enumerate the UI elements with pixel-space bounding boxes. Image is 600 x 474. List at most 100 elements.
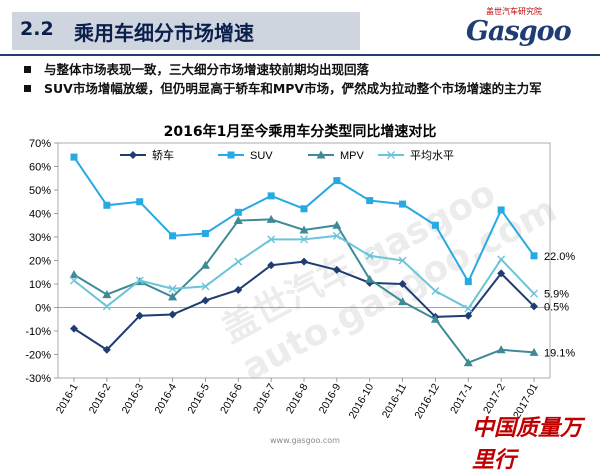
x-tick-label: 2016-1 <box>54 381 81 415</box>
title-bar: 2.2 乘用车细分市场增速 <box>12 12 360 50</box>
data-point <box>530 302 538 311</box>
data-point <box>365 274 375 283</box>
gasgoo-logo: Gasgoo <box>466 16 572 47</box>
legend-label: 平均水平 <box>410 149 454 162</box>
data-point <box>464 304 473 313</box>
data-point <box>70 153 78 161</box>
data-point <box>365 251 374 260</box>
section-number: 2.2 <box>20 18 54 40</box>
data-point <box>267 235 276 244</box>
logo-cn-text: 盖世汽车研究院 <box>486 7 542 16</box>
y-tick-label: 60% <box>29 162 51 174</box>
legend-label: SUV <box>250 150 273 162</box>
data-point <box>201 282 210 291</box>
data-point <box>398 297 408 306</box>
bullet-item: 与整体市场表现一致，三大细分市场增速较前期均出现回落 <box>24 60 584 79</box>
data-point <box>267 261 276 270</box>
y-tick-label: 40% <box>29 209 51 221</box>
slide-header: 2.2 乘用车细分市场增速 盖世汽车研究院 Gasgoo <box>0 0 600 58</box>
data-point <box>530 289 538 298</box>
series-line-4 <box>73 234 535 310</box>
data-point <box>300 257 308 266</box>
data-point <box>70 276 78 285</box>
x-tick-label: 2016-5 <box>185 381 212 415</box>
data-point <box>497 206 505 214</box>
data-point <box>463 358 473 367</box>
bullet-item: SUV市场增幅放缓，但仍明显高于轿车和MPV市场，俨然成为拉动整个市场增速的主力… <box>24 79 584 98</box>
data-point <box>464 278 472 286</box>
data-point <box>431 287 440 296</box>
x-tick-label: 2016-11 <box>380 381 409 420</box>
data-point <box>201 296 210 305</box>
legend-marker <box>316 150 326 159</box>
series-line-3 <box>73 218 535 364</box>
x-tick-label: 2017-1 <box>448 381 475 415</box>
legend-marker <box>129 151 137 159</box>
x-tick-label: 2016-9 <box>317 381 344 415</box>
x-tick-label: 2016-3 <box>120 381 147 415</box>
data-point <box>168 292 178 301</box>
y-tick-label: 10% <box>29 279 51 291</box>
x-tick-label: 2016-12 <box>412 381 442 421</box>
bullet-text: SUV市场增幅放缓，但仍明显高于轿车和MPV市场，俨然成为拉动整个市场增速的主力… <box>44 81 542 96</box>
data-point <box>169 232 177 240</box>
y-tick-label: -10% <box>25 326 51 338</box>
data-point <box>266 214 276 223</box>
end-value-label: 19.1% <box>544 347 575 359</box>
legend-label: MPV <box>340 150 365 162</box>
line-chart: 70%60%50%40%30%20%10%0%-10%-20%-30%2016-… <box>25 138 575 421</box>
y-tick-label: -20% <box>25 350 51 362</box>
data-point <box>332 231 341 240</box>
data-point <box>333 177 341 185</box>
data-point <box>430 314 440 323</box>
header-divider <box>0 54 600 56</box>
data-point <box>332 220 342 229</box>
y-tick-label: 30% <box>29 232 51 244</box>
y-tick-label: 50% <box>29 185 51 197</box>
data-point <box>234 257 243 266</box>
data-point <box>136 198 144 206</box>
data-point <box>529 347 539 356</box>
data-point <box>102 302 111 311</box>
data-point <box>102 345 111 354</box>
data-point <box>102 290 112 299</box>
data-point <box>497 255 506 264</box>
data-point <box>497 269 506 278</box>
y-tick-label: -30% <box>25 373 51 385</box>
data-point <box>168 310 177 319</box>
data-point <box>234 285 243 294</box>
data-point <box>69 270 79 279</box>
y-tick-label: 20% <box>29 256 51 268</box>
data-point <box>496 345 506 354</box>
chart-title: 2016年1月至今乘用车分类型同比增速对比 <box>163 124 437 140</box>
y-tick-label: 70% <box>29 138 51 150</box>
data-point <box>200 260 210 269</box>
footer-url: www.gasgoo.com <box>270 436 340 445</box>
data-point <box>431 221 439 229</box>
x-tick-label: 2016-8 <box>284 381 311 415</box>
section-title: 乘用车细分市场增速 <box>74 21 254 45</box>
data-point <box>332 265 341 274</box>
data-point <box>299 225 309 234</box>
x-tick-label: 2016-10 <box>347 381 377 421</box>
x-tick-label: 2016-6 <box>218 381 245 415</box>
bullet-text: 与整体市场表现一致，三大细分市场增速较前期均出现回落 <box>44 62 370 77</box>
data-point <box>201 229 209 237</box>
footer-brand-logo: 中国质量万里行 <box>472 415 583 473</box>
x-tick-label: 2016-2 <box>87 381 114 415</box>
data-point <box>168 284 177 293</box>
data-point <box>135 276 144 285</box>
data-point <box>300 235 308 244</box>
data-point <box>530 252 538 260</box>
end-value-label: 0.5% <box>544 301 569 313</box>
x-tick-label: 2016-4 <box>152 381 179 415</box>
data-point <box>398 280 407 288</box>
data-point <box>234 208 242 216</box>
legend-marker <box>227 151 235 159</box>
data-point <box>366 197 374 205</box>
end-value-label: 22.0% <box>544 251 575 263</box>
data-point <box>398 256 407 265</box>
x-tick-label: 2016-7 <box>251 381 278 415</box>
data-point <box>103 201 111 209</box>
legend-marker <box>387 151 395 159</box>
